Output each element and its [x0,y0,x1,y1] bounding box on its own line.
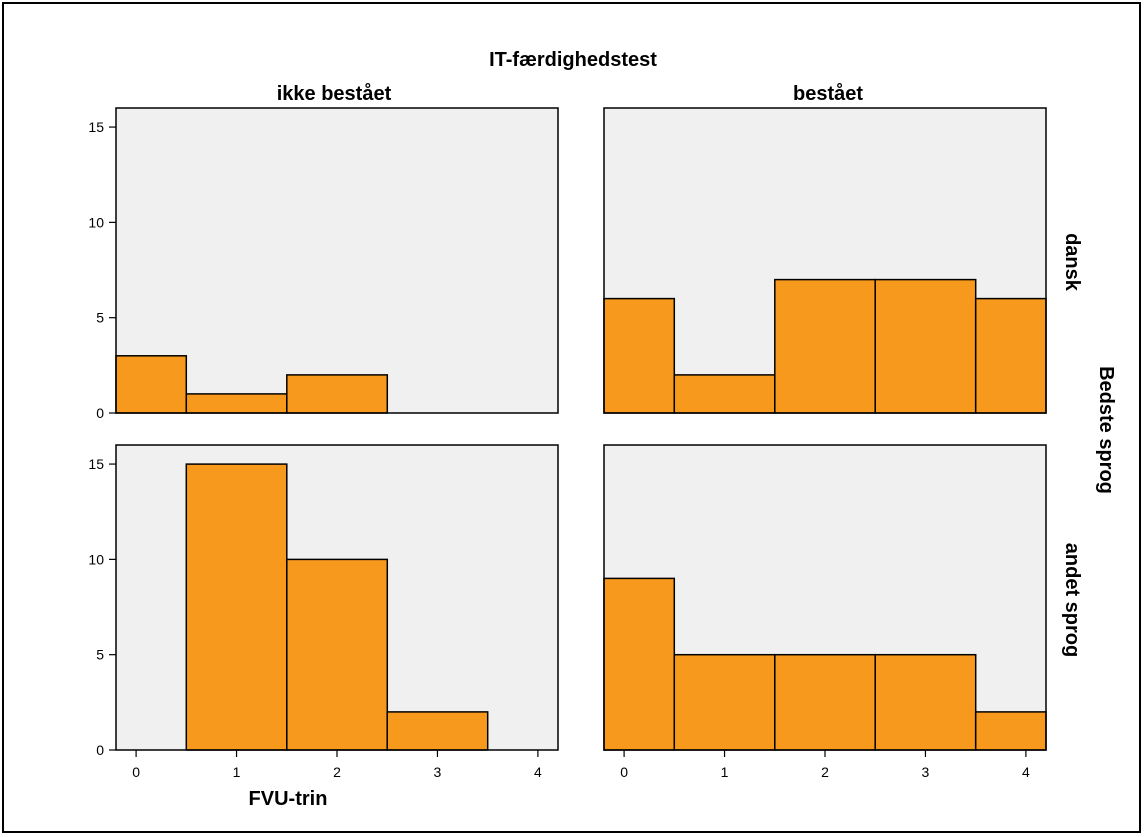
y-tick-label: 5 [96,310,104,326]
row-header-andet-sprog: andet sprog [1061,543,1083,657]
bar [603,297,676,414]
x-tick-label: 4 [534,764,542,780]
bar [115,355,188,414]
bar [386,711,489,751]
bar [185,393,288,414]
bar [974,297,1047,414]
bar [185,463,288,751]
x-tick-label: 4 [1022,764,1030,780]
bar [774,653,877,751]
y-tick-label: 10 [88,551,104,567]
row-axis-title: Bedste sprog [1095,366,1117,494]
x-tick-label: 0 [132,764,140,780]
bar [874,653,977,751]
panel-dansk-ikke-bestaaet: 0 5 10 15 [88,107,559,421]
panel-andet-sprog-bestaaet: 0 1 2 3 4 [603,444,1047,780]
bar [603,577,676,751]
x-tick-label: 1 [721,764,729,780]
x-tick-label: 3 [434,764,442,780]
x-tick-label: 0 [620,764,628,780]
bar [673,653,776,751]
y-tick-label: 5 [96,647,104,663]
panel-background [116,108,558,413]
x-tick-label: 3 [922,764,930,780]
column-header-ikke-bestaaet: ikke bestået [277,82,392,105]
panel-border [603,107,1047,414]
y-tick-label: 15 [88,119,104,135]
x-axis-title: FVU-trin [249,788,328,810]
row-header-dansk: dansk [1061,233,1083,292]
bar [286,374,389,414]
bar [774,278,877,414]
y-tick-label: 0 [96,742,104,758]
panel-dansk-bestaaet [603,107,1047,414]
x-tick-label: 1 [233,764,241,780]
y-tick-label: 15 [88,456,104,472]
column-header-bestaaet: bestået [793,82,863,105]
chart-panels: 0 5 10 15 0 5 10 15 0 1 2 3 4 0 1 2 3 4 [88,107,1047,780]
panel-border [115,107,559,414]
bar [874,278,977,414]
bar [974,711,1047,751]
chart-title: IT-færdighedstest [489,49,657,71]
panel-andet-sprog-ikke-bestaaet: 0 5 10 15 0 1 2 3 4 [88,444,559,780]
y-tick-label: 10 [88,214,104,230]
bar [286,558,389,751]
bar [673,374,776,414]
x-tick-label: 2 [821,764,829,780]
y-tick-label: 0 [96,405,104,421]
x-tick-label: 2 [333,764,341,780]
